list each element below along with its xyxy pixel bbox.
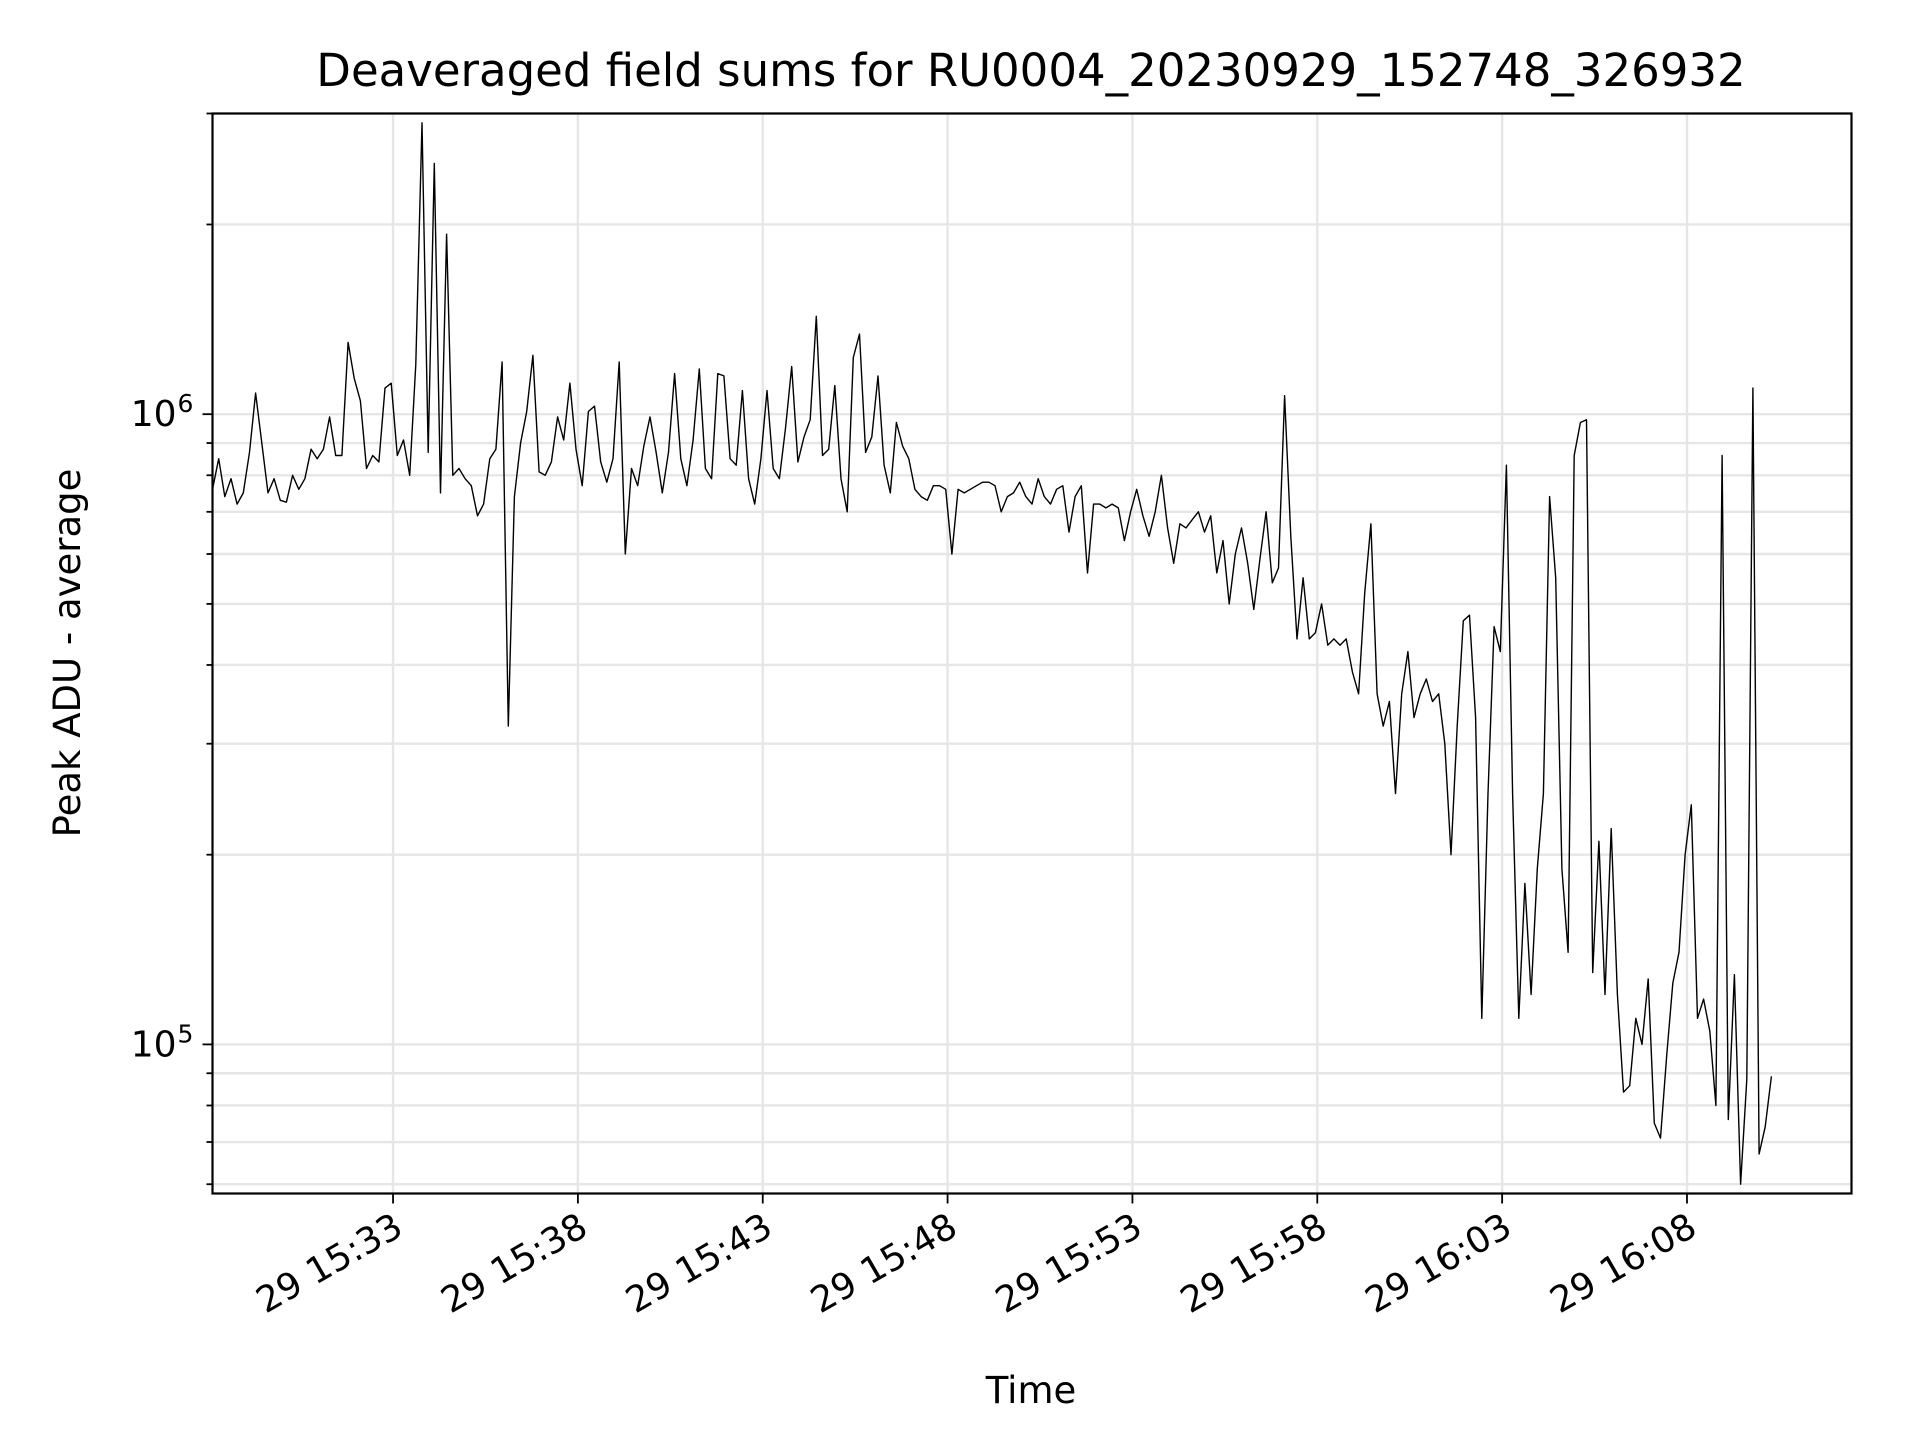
y-tick-label-exponent: 6 bbox=[178, 389, 194, 418]
y-axis-label: Peak ADU - average bbox=[46, 469, 89, 838]
y-tick-label: 10 bbox=[131, 1024, 177, 1065]
plot-frame bbox=[211, 112, 1853, 1195]
x-axis-label: Time bbox=[985, 1369, 1077, 1412]
y-tick-label: 10 bbox=[131, 394, 177, 435]
series-group bbox=[211, 122, 1773, 1185]
chart-title: Deaveraged field sums for RU0004_2023092… bbox=[316, 44, 1745, 97]
series-line bbox=[211, 122, 1773, 1185]
y-tick-label-exponent: 5 bbox=[178, 1019, 194, 1048]
grid-lines bbox=[212, 112, 1852, 1194]
